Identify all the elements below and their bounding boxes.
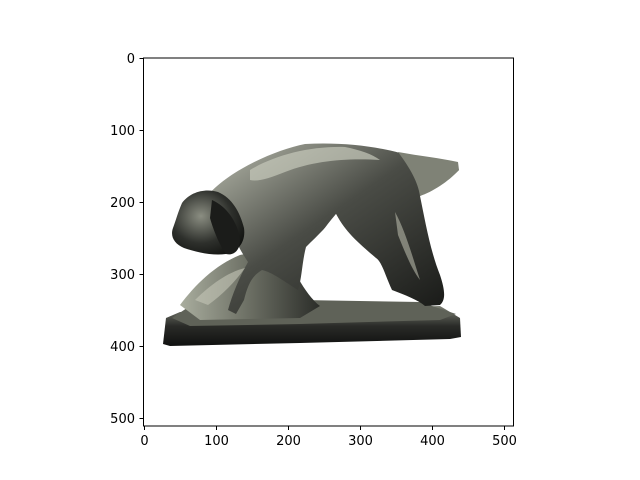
statue-highlight-leg bbox=[395, 212, 420, 280]
y-tick-label: 400 bbox=[110, 340, 135, 355]
statue-ear bbox=[210, 200, 240, 255]
statue-highlight-back bbox=[250, 146, 380, 181]
y-tick-label: 0 bbox=[127, 52, 135, 67]
dog-statue-image bbox=[163, 143, 461, 346]
y-axis: 0 100 200 300 400 500 bbox=[110, 52, 144, 427]
y-tick-label: 100 bbox=[110, 124, 135, 139]
statue-tail bbox=[398, 152, 459, 196]
x-tick-label: 200 bbox=[276, 434, 301, 449]
y-tick-label: 200 bbox=[110, 196, 135, 211]
x-tick-label: 400 bbox=[420, 434, 445, 449]
x-axis: 0 100 200 300 400 500 bbox=[140, 426, 517, 449]
axes-spines bbox=[143, 57, 514, 427]
statue-highlight-rock bbox=[195, 268, 245, 305]
image-axes: 0 100 200 300 400 500 0 100 200 300 400 … bbox=[110, 52, 517, 449]
x-tick-label: 500 bbox=[492, 434, 517, 449]
x-tick-label: 100 bbox=[204, 434, 229, 449]
statue-leg-gap bbox=[306, 214, 382, 289]
x-tick-label: 0 bbox=[140, 434, 148, 449]
y-tick-label: 300 bbox=[110, 268, 135, 283]
statue-body bbox=[208, 143, 459, 314]
y-tick-label: 500 bbox=[110, 412, 135, 427]
x-tick-label: 300 bbox=[348, 434, 373, 449]
